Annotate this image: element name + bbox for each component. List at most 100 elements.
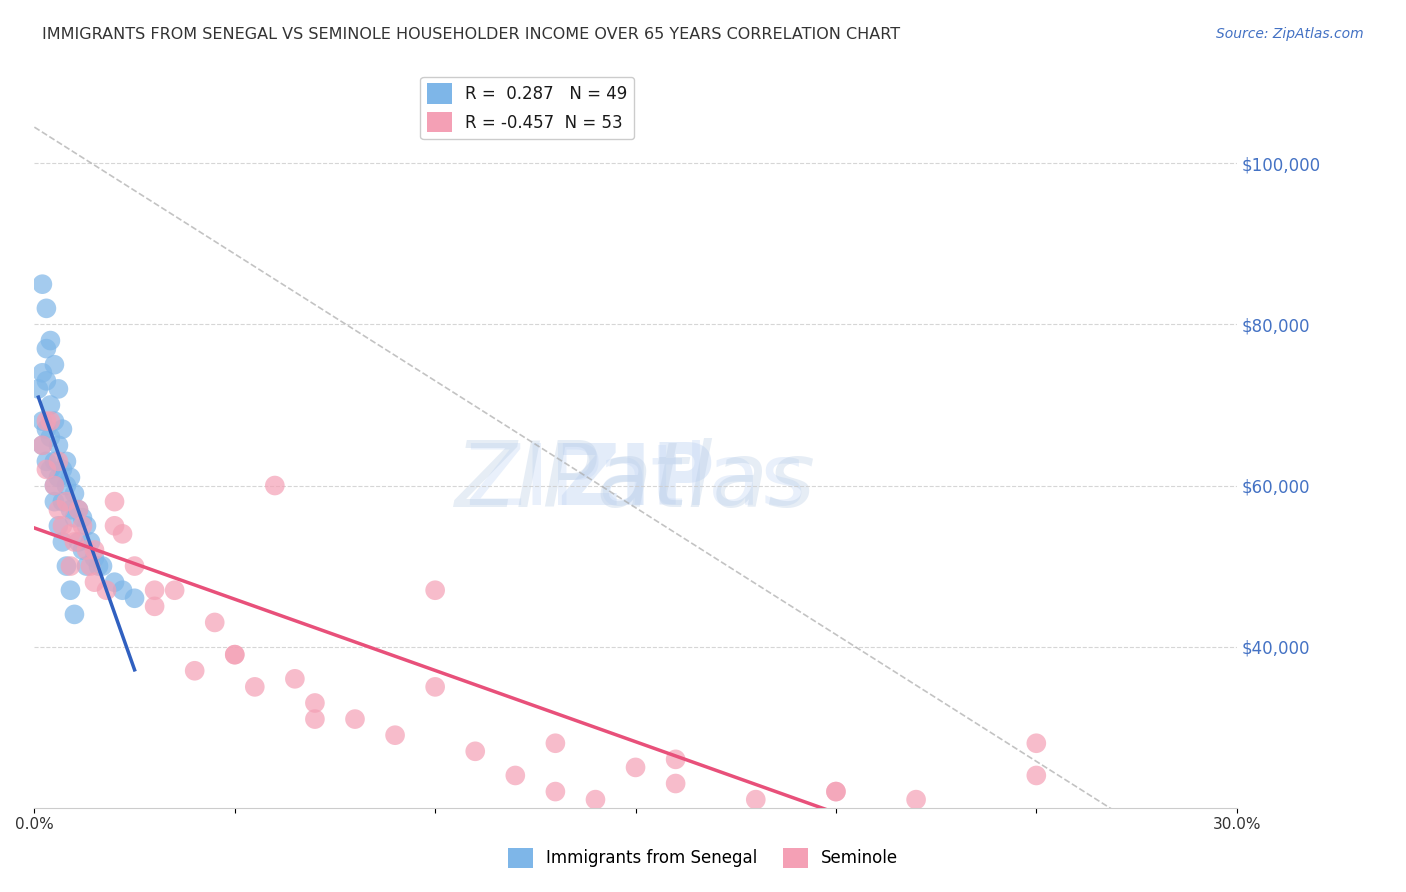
Point: [31, 438, 53, 452]
Point: [59, 559, 82, 574]
Point: [63, 607, 86, 622]
Text: ZIP: ZIP: [557, 440, 714, 523]
Point: [72, 543, 94, 558]
Point: [55, 494, 77, 508]
Point: [39, 334, 62, 348]
Point: [103, 518, 125, 533]
Point: [67, 502, 90, 516]
Point: [51, 518, 73, 533]
Point: [39, 462, 62, 476]
Point: [76, 543, 98, 558]
Point: [111, 526, 134, 541]
Point: [79, 535, 101, 549]
Point: [83, 543, 105, 558]
Point: [96, 583, 118, 598]
Point: [384, 728, 406, 742]
Point: [39, 398, 62, 412]
Point: [825, 784, 848, 798]
Point: [63, 486, 86, 500]
Point: [665, 776, 688, 790]
Point: [111, 583, 134, 598]
Point: [55, 454, 77, 468]
Point: [31, 414, 53, 428]
Point: [35, 454, 58, 468]
Point: [27, 382, 49, 396]
Point: [39, 430, 62, 444]
Point: [103, 494, 125, 508]
Point: [55, 559, 77, 574]
Point: [624, 760, 647, 774]
Point: [544, 784, 567, 798]
Point: [72, 510, 94, 524]
Point: [423, 583, 446, 598]
Point: [35, 342, 58, 356]
Point: [103, 575, 125, 590]
Point: [59, 583, 82, 598]
Point: [423, 680, 446, 694]
Point: [204, 615, 226, 630]
Point: [35, 374, 58, 388]
Point: [83, 551, 105, 566]
Point: [585, 792, 607, 806]
Point: [44, 478, 66, 492]
Point: [124, 559, 146, 574]
Point: [224, 648, 246, 662]
Legend: R =  0.287   N = 49, R = -0.457  N = 53: R = 0.287 N = 49, R = -0.457 N = 53: [420, 77, 634, 139]
Point: [91, 559, 114, 574]
Text: Source: ZipAtlas.com: Source: ZipAtlas.com: [1216, 27, 1364, 41]
Point: [35, 422, 58, 436]
Point: [263, 478, 285, 492]
Point: [59, 470, 82, 484]
Point: [1025, 736, 1047, 750]
Point: [505, 768, 527, 782]
Point: [67, 535, 90, 549]
Legend: Immigrants from Senegal, Seminole: Immigrants from Senegal, Seminole: [502, 841, 904, 875]
Point: [44, 358, 66, 372]
Point: [72, 518, 94, 533]
Point: [76, 559, 98, 574]
Point: [665, 752, 688, 766]
Point: [35, 414, 58, 428]
Point: [63, 535, 86, 549]
Point: [124, 591, 146, 606]
Point: [51, 422, 73, 436]
Point: [35, 462, 58, 476]
Point: [76, 518, 98, 533]
Text: IMMIGRANTS FROM SENEGAL VS SEMINOLE HOUSEHOLDER INCOME OVER 65 YEARS CORRELATION: IMMIGRANTS FROM SENEGAL VS SEMINOLE HOUS…: [42, 27, 900, 42]
Text: ZIPatlas: ZIPatlas: [456, 437, 815, 525]
Point: [1025, 768, 1047, 782]
Point: [59, 526, 82, 541]
Point: [67, 502, 90, 516]
Point: [83, 575, 105, 590]
Point: [143, 599, 166, 614]
Point: [284, 672, 307, 686]
Point: [44, 478, 66, 492]
Point: [44, 414, 66, 428]
Point: [39, 414, 62, 428]
Point: [48, 382, 70, 396]
Point: [163, 583, 186, 598]
Point: [243, 680, 266, 694]
Point: [745, 792, 768, 806]
Point: [35, 301, 58, 316]
Point: [48, 454, 70, 468]
Point: [55, 478, 77, 492]
Point: [51, 462, 73, 476]
Point: [44, 494, 66, 508]
Point: [905, 792, 928, 806]
Point: [48, 518, 70, 533]
Point: [304, 712, 326, 726]
Point: [51, 494, 73, 508]
Point: [87, 559, 110, 574]
Point: [31, 366, 53, 380]
Point: [544, 736, 567, 750]
Point: [59, 502, 82, 516]
Point: [48, 438, 70, 452]
Point: [304, 696, 326, 710]
Point: [224, 648, 246, 662]
Point: [44, 454, 66, 468]
Point: [143, 583, 166, 598]
Point: [183, 664, 205, 678]
Point: [51, 535, 73, 549]
Point: [31, 438, 53, 452]
